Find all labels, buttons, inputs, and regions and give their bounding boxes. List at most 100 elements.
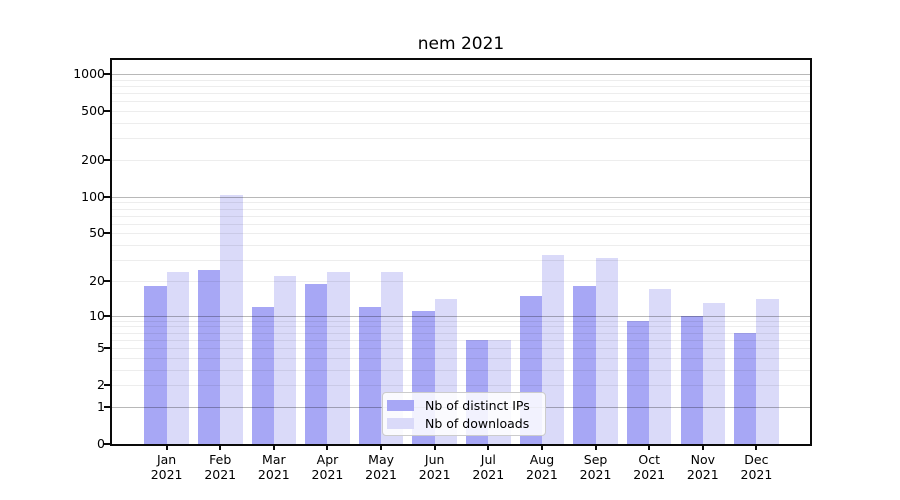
bar-distinct-ips-nov	[680, 315, 703, 444]
bar-downloads-nov	[702, 302, 726, 444]
y-tick-label-5: 5	[97, 340, 105, 356]
y-tick-mark	[104, 195, 110, 198]
y-tick-label-500: 500	[81, 103, 105, 119]
minor-gridline-300	[112, 138, 810, 140]
x-tick-label-jul: Jul 2021	[472, 452, 505, 482]
minor-gridline-400	[112, 123, 810, 125]
x-tick-mark	[755, 444, 758, 450]
x-tick-mark	[540, 444, 543, 450]
y-tick-label-20: 20	[89, 272, 105, 288]
x-tick-label-dec: Dec 2021	[740, 452, 773, 482]
minor-gridline-4	[112, 357, 810, 359]
x-tick-mark	[165, 444, 168, 450]
x-tick-label-apr: Apr 2021	[311, 452, 344, 482]
y-tick-label-0: 0	[97, 436, 105, 451]
x-tick-label-jan: Jan 2021	[150, 452, 183, 482]
x-tick-label-mar: Mar 2021	[257, 452, 290, 482]
x-tick-mark	[433, 444, 436, 450]
minor-gridline-200	[112, 160, 810, 162]
minor-gridline-600	[112, 101, 810, 103]
x-tick-mark	[701, 444, 704, 450]
y-tick-mark	[104, 279, 110, 282]
x-tick-mark	[272, 444, 275, 450]
minor-gridline-800	[112, 85, 810, 87]
y-tick-label-200: 200	[81, 152, 105, 168]
bar-downloads-mar	[273, 276, 297, 444]
major-gridline-10	[112, 315, 810, 317]
legend: Nb of distinct IPs Nb of downloads	[382, 392, 546, 436]
legend-label-distinct-ips: Nb of distinct IPs	[425, 397, 530, 413]
x-tick-label-nov: Nov 2021	[686, 452, 719, 482]
x-tick-label-aug: Aug 2021	[526, 452, 558, 482]
minor-gridline-5	[112, 348, 810, 350]
minor-gridline-500	[112, 111, 810, 113]
y-tick-mark	[104, 159, 110, 162]
bar-distinct-ips-feb	[197, 269, 221, 444]
x-tick-label-oct: Oct 2021	[633, 452, 666, 482]
legend-swatch-distinct-ips-icon	[387, 399, 414, 411]
minor-gridline-700	[112, 93, 810, 95]
bar-distinct-ips-may	[358, 306, 382, 444]
x-tick-label-sep: Sep 2021	[579, 452, 612, 482]
y-tick-label-1: 1	[97, 398, 105, 414]
minor-gridline-90	[112, 202, 810, 204]
legend-item-distinct-ips: Nb of distinct IPs	[387, 398, 545, 413]
y-tick-mark	[104, 443, 110, 445]
chart-title: nem 2021	[417, 34, 505, 54]
bar-downloads-apr	[327, 271, 350, 444]
minor-gridline-3	[112, 369, 810, 371]
major-gridline-100	[112, 196, 810, 198]
bar-distinct-ips-apr	[305, 283, 328, 444]
bar-downloads-jan	[166, 271, 189, 444]
minor-gridline-50	[112, 233, 810, 235]
minor-gridline-6	[112, 339, 810, 341]
bar-distinct-ips-jan	[144, 286, 167, 444]
legend-label-downloads: Nb of downloads	[425, 415, 530, 431]
bar-downloads-feb	[220, 195, 243, 444]
y-tick-mark	[104, 110, 110, 113]
x-tick-mark	[219, 444, 222, 450]
bar-distinct-ips-oct	[626, 320, 650, 444]
bar-distinct-ips-mar	[251, 306, 274, 444]
minor-gridline-20	[112, 280, 810, 282]
y-tick-mark	[104, 405, 110, 408]
minor-gridline-80	[112, 208, 810, 210]
minor-gridline-70	[112, 215, 810, 217]
minor-gridline-30	[112, 260, 810, 262]
bar-downloads-aug	[541, 255, 565, 444]
minor-gridline-2	[112, 385, 810, 387]
x-tick-mark	[648, 444, 651, 450]
bar-downloads-dec	[756, 299, 779, 444]
x-tick-mark	[594, 444, 597, 450]
y-tick-mark	[104, 73, 110, 76]
y-tick-mark	[104, 347, 110, 350]
x-tick-mark	[487, 444, 490, 450]
y-tick-label-50: 50	[89, 225, 105, 241]
minor-gridline-8	[112, 326, 810, 328]
major-gridline-1000	[112, 74, 810, 76]
y-tick-label-2: 2	[97, 377, 105, 393]
x-tick-label-jun: Jun 2021	[418, 452, 451, 482]
minor-gridline-9	[112, 320, 810, 322]
plot-area	[112, 60, 810, 444]
y-tick-mark	[104, 232, 110, 235]
x-tick-mark	[326, 444, 329, 450]
bar-distinct-ips-dec	[734, 332, 757, 444]
legend-item-downloads: Nb of downloads	[387, 416, 545, 431]
x-tick-label-feb: Feb 2021	[204, 452, 237, 482]
y-tick-label-10: 10	[89, 307, 105, 323]
x-tick-mark	[380, 444, 383, 450]
bar-downloads-sep	[595, 258, 618, 444]
minor-gridline-60	[112, 223, 810, 225]
minor-gridline-40	[112, 245, 810, 247]
grid-layer	[112, 60, 810, 444]
bar-distinct-ips-sep	[573, 286, 596, 444]
y-tick-label-100: 100	[81, 188, 105, 204]
minor-gridline-900	[112, 79, 810, 81]
y-tick-mark	[104, 384, 110, 387]
bar-downloads-oct	[649, 289, 672, 444]
x-tick-label-may: May 2021	[365, 452, 397, 482]
y-tick-mark	[104, 314, 110, 317]
y-tick-label-1000: 1000	[73, 66, 105, 82]
